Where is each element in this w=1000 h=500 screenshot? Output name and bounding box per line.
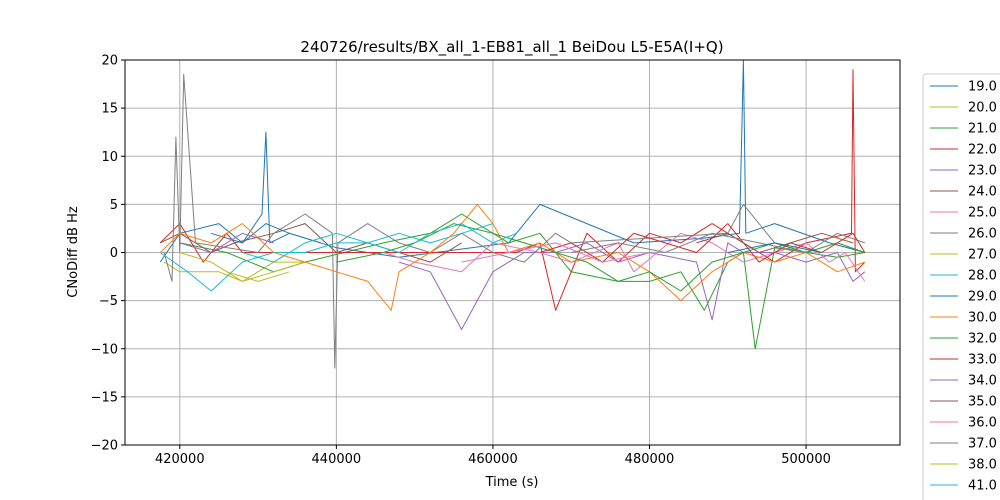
series-line-27.0	[179, 252, 306, 282]
legend: 19.0 20.0 21.0 22.0 23.0 24.0 25.0 26.0 27.0 28.0…	[922, 73, 1000, 500]
y-tick-label: 10	[101, 150, 118, 165]
series-line-26.0	[163, 73, 865, 369]
legend-label-22.0: 22.0	[968, 143, 997, 158]
series-line-42.0	[727, 242, 822, 253]
series-line-22.0	[159, 69, 866, 311]
x-axis-label: Time (s)	[485, 475, 539, 490]
x-tick-label: 420000	[155, 452, 205, 467]
series-line-35.0	[696, 232, 854, 253]
legend-label-24.0: 24.0	[968, 185, 997, 200]
legend-label-41.0: 41.0	[968, 479, 997, 494]
legend-label-27.0: 27.0	[968, 248, 997, 263]
series-line-30.0	[159, 203, 865, 311]
legend-label-23.0: 23.0	[968, 164, 997, 179]
series-line-38.0	[226, 271, 290, 282]
series-line-28.0	[159, 223, 494, 292]
y-tick-label: 0	[110, 246, 118, 261]
x-tick-label: 460000	[468, 452, 518, 467]
legend-label-20.0: 20.0	[968, 101, 997, 116]
legend-label-32.0: 32.0	[968, 332, 997, 347]
series-line-24.0	[159, 223, 462, 263]
series-line-19.0	[159, 60, 865, 263]
series-layer	[159, 60, 866, 369]
legend-label-34.0: 34.0	[968, 374, 997, 389]
legend-label-19.0: 19.0	[968, 80, 997, 95]
legend-label-21.0: 21.0	[968, 122, 997, 137]
legend-box	[922, 73, 1000, 500]
legend-label-38.0: 38.0	[968, 458, 997, 473]
legend-label-30.0: 30.0	[968, 311, 997, 326]
legend-label-26.0: 26.0	[968, 227, 997, 242]
y-axis: −20 −15 −10 −5 0 5 10 15 20	[91, 54, 125, 454]
legend-label-28.0: 28.0	[968, 269, 997, 284]
y-axis-label: CNoDiff dB Hz	[66, 206, 81, 298]
series-line-23.0	[398, 242, 866, 330]
legend-label-35.0: 35.0	[968, 395, 997, 410]
y-tick-label: −5	[99, 294, 118, 309]
series-line-34.0	[179, 232, 274, 253]
legend-label-33.0: 33.0	[968, 353, 997, 368]
y-tick-label: 20	[101, 54, 118, 69]
x-tick-label: 440000	[312, 452, 362, 467]
x-tick-label: 480000	[625, 452, 675, 467]
legend-label-29.0: 29.0	[968, 290, 997, 305]
x-tick-label: 500000	[781, 452, 831, 467]
y-tick-label: −15	[91, 390, 118, 405]
legend-label-37.0: 37.0	[968, 437, 997, 452]
series-line-21.0	[179, 213, 865, 350]
legend-label-36.0: 36.0	[968, 416, 997, 431]
x-axis: 420000 440000 460000 480000 500000	[155, 445, 831, 467]
y-tick-label: −10	[91, 342, 118, 357]
series-line-41.0	[242, 223, 517, 263]
series-line-36.0	[461, 242, 650, 263]
y-tick-label: −20	[91, 439, 118, 454]
y-tick-label: 15	[101, 102, 118, 117]
y-tick-label: 5	[110, 198, 118, 213]
series-line-20.0	[163, 261, 306, 282]
chart-title: 240726/results/BX_all_1-EB81_all_1 BeiDo…	[300, 38, 723, 57]
legend-label-25.0: 25.0	[968, 206, 997, 221]
series-line-25.0	[383, 232, 866, 282]
